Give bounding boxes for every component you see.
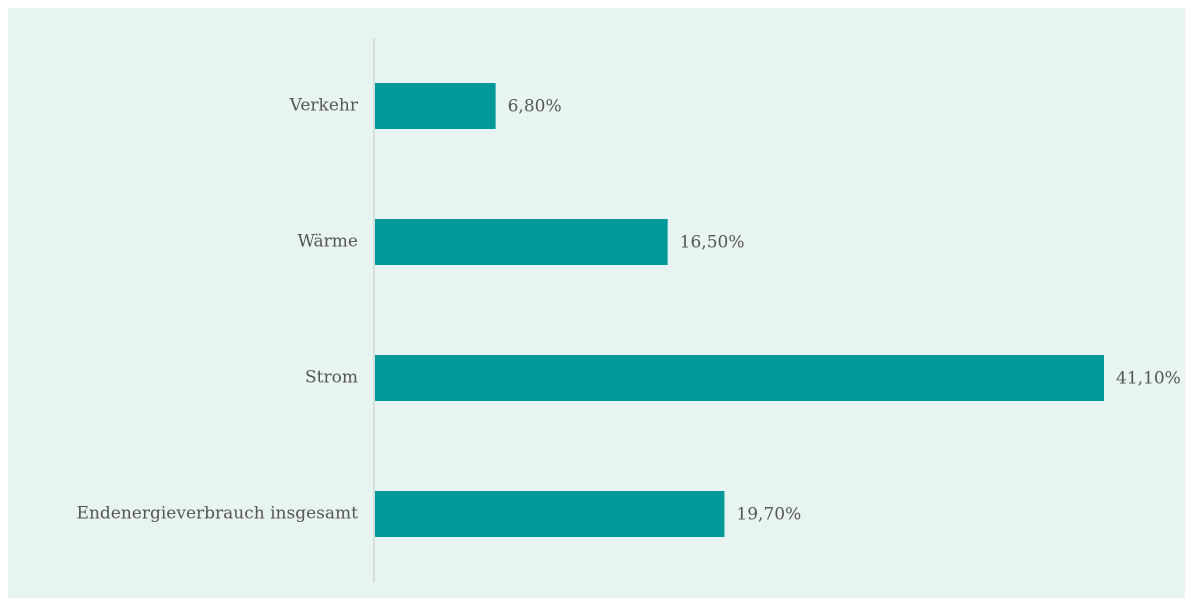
bar <box>375 355 1104 401</box>
data-label: 16,50% <box>680 233 745 253</box>
bar <box>375 219 668 265</box>
data-label: 41,10% <box>1116 369 1181 389</box>
bar <box>375 83 496 129</box>
data-label: 19,70% <box>736 505 801 525</box>
bar <box>375 491 725 537</box>
y-tick-label: Strom <box>305 368 358 388</box>
y-tick-label: Wärme <box>298 232 358 252</box>
y-tick-label: Verkehr <box>289 96 359 116</box>
data-label: 6,80% <box>508 97 562 117</box>
y-tick-label: Endenergieverbrauch insgesamt <box>77 504 359 524</box>
